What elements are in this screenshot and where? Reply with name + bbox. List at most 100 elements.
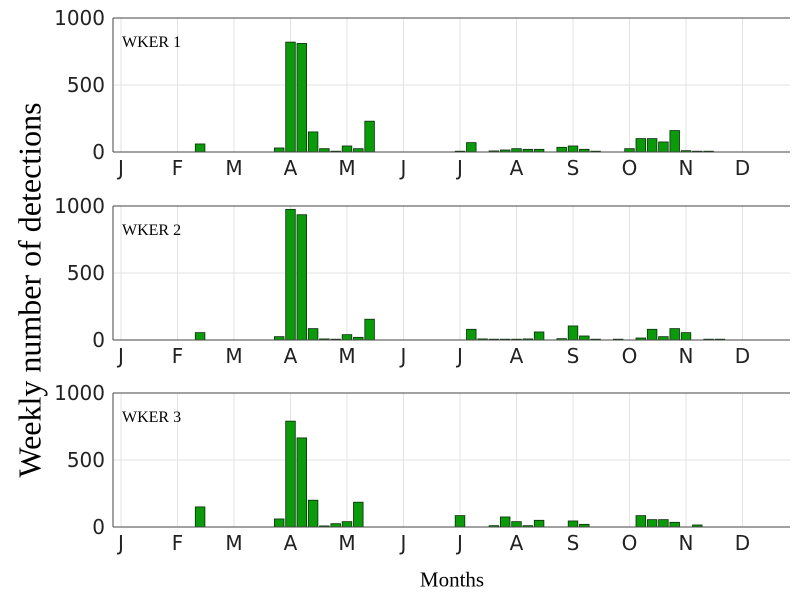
x-tick-label: J: [116, 344, 124, 368]
x-tick-label: F: [172, 531, 184, 555]
bar: [273, 336, 285, 341]
bar: [533, 519, 545, 528]
x-tick-label: A: [284, 156, 298, 180]
bar: [511, 148, 522, 153]
x-tick-label: J: [399, 156, 407, 180]
y-tick-label: 500: [67, 448, 105, 472]
panel-2: 0 500 1000 J F M A M J J A S O N D WKER 2: [54, 194, 790, 368]
x-tick-label: A: [510, 344, 524, 368]
bar: [273, 518, 285, 528]
panel-label: WKER 1: [122, 34, 181, 51]
x-tick-label: A: [510, 156, 524, 180]
bar: [454, 515, 466, 528]
bar: [624, 148, 635, 153]
bar: [194, 143, 206, 153]
x-tick-label: O: [622, 156, 638, 180]
x-tick-label: A: [284, 531, 298, 555]
x-tick-label: A: [284, 344, 298, 368]
x-tick-label: M: [225, 156, 242, 180]
bar: [319, 148, 330, 153]
x-tick-label: A: [510, 531, 524, 555]
x-tick-label: J: [455, 344, 463, 368]
x-tick-label: D: [735, 531, 750, 555]
bar: [669, 130, 680, 153]
x-axis-label: Months: [419, 567, 485, 592]
y-tick-label: 1000: [54, 6, 105, 30]
bar: [658, 336, 669, 341]
x-tick-label: M: [338, 156, 355, 180]
bar: [579, 335, 590, 341]
bar: [511, 521, 522, 528]
y-tick-label: 0: [92, 328, 105, 352]
bar: [533, 331, 545, 341]
x-tick-label: S: [567, 344, 580, 368]
x-tick-label: M: [338, 344, 355, 368]
bar: [341, 521, 353, 528]
bar: [466, 328, 477, 341]
bar: [646, 328, 658, 341]
bar: [567, 145, 579, 153]
bar: [669, 521, 680, 528]
x-tick-label: J: [399, 344, 407, 368]
bar: [194, 506, 206, 528]
bar: [680, 332, 692, 341]
bar: [669, 328, 680, 341]
y-tick-label: 1000: [54, 381, 105, 405]
bar: [307, 328, 319, 341]
x-tick-label: J: [116, 531, 124, 555]
x-tick-label: J: [116, 156, 124, 180]
y-tick-label: 500: [67, 73, 105, 97]
x-tick-label: M: [338, 531, 355, 555]
bar: [353, 501, 364, 528]
bar: [364, 318, 375, 341]
panel-label: WKER 2: [122, 222, 181, 239]
bar: [556, 146, 567, 153]
panel-label: WKER 3: [122, 409, 181, 426]
bar: [646, 519, 658, 528]
panel-3: 0 500 1000 J F M A M J J A S O N D WKER 3: [54, 381, 790, 555]
bar: [341, 334, 353, 341]
bar: [341, 145, 353, 153]
bar: [364, 120, 375, 153]
bar: [635, 138, 647, 153]
x-tick-label: O: [622, 344, 638, 368]
x-tick-label: S: [567, 156, 580, 180]
x-tick-label: D: [735, 344, 750, 368]
bar: [296, 437, 308, 528]
bar: [296, 214, 308, 341]
y-tick-label: 0: [92, 515, 105, 539]
bar: [353, 148, 364, 153]
bar: [273, 147, 285, 153]
y-tick-label: 1000: [54, 194, 105, 218]
x-tick-label: N: [679, 531, 694, 555]
bar: [285, 208, 296, 341]
bar: [646, 138, 658, 153]
x-tick-label: D: [735, 156, 750, 180]
bar: [296, 43, 308, 153]
x-tick-label: F: [172, 344, 184, 368]
bar: [285, 41, 296, 153]
x-tick-label: F: [172, 156, 184, 180]
x-tick-label: S: [567, 531, 580, 555]
bar: [567, 520, 579, 528]
bar: [194, 332, 206, 341]
x-tick-label: N: [679, 156, 694, 180]
x-tick-label: J: [455, 156, 463, 180]
bar: [567, 325, 579, 341]
bar: [658, 141, 669, 153]
panel-1: 0 500 1000 J F M A M J J A S O N D WKER 1: [54, 6, 790, 180]
bar: [466, 142, 477, 153]
x-tick-label: J: [455, 531, 463, 555]
bar: [658, 519, 669, 528]
y-tick-label: 0: [92, 140, 105, 164]
x-tick-label: O: [622, 531, 638, 555]
bar: [307, 499, 319, 528]
bar: [285, 420, 296, 528]
y-tick-label: 500: [67, 261, 105, 285]
x-tick-label: M: [225, 531, 242, 555]
x-tick-label: J: [399, 531, 407, 555]
bar: [635, 515, 647, 528]
y-axis-label: Weekly number of detections: [11, 102, 48, 478]
